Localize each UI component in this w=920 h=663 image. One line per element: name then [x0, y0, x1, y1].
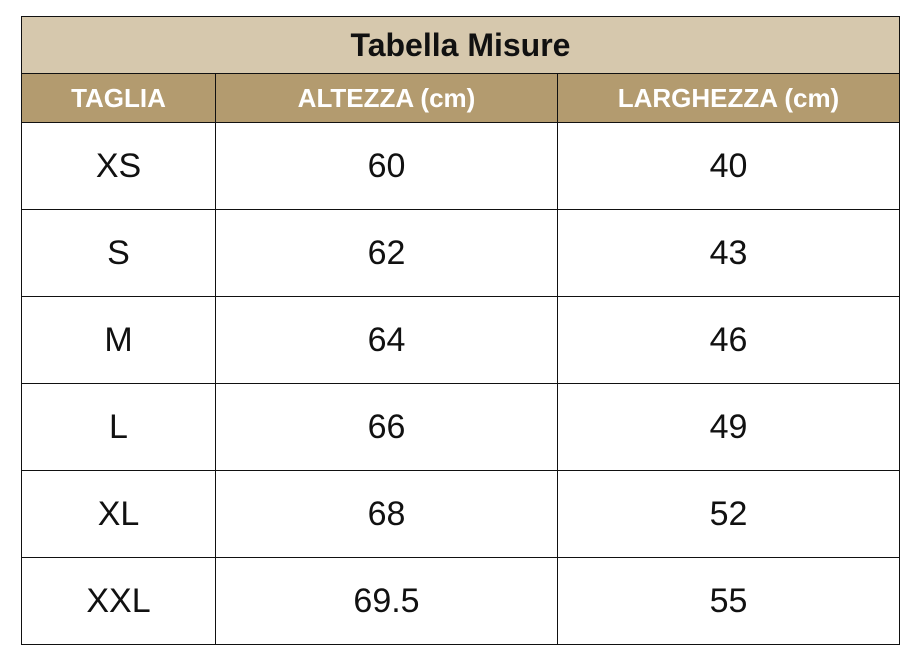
cell-height: 62	[215, 209, 558, 297]
cell-width: 52	[557, 470, 900, 558]
cell-size: XL	[21, 470, 216, 558]
header-height: ALTEZZA (cm)	[215, 73, 558, 123]
header-row: TAGLIA ALTEZZA (cm) LARGHEZZA (cm)	[21, 73, 900, 123]
table-row: XXL 69.5 55	[21, 557, 900, 645]
cell-width: 40	[557, 122, 900, 210]
cell-height: 66	[215, 383, 558, 471]
table-row: XS 60 40	[21, 122, 900, 210]
cell-width: 49	[557, 383, 900, 471]
cell-size: S	[21, 209, 216, 297]
cell-height: 60	[215, 122, 558, 210]
cell-width: 46	[557, 296, 900, 384]
cell-height: 64	[215, 296, 558, 384]
size-table: Tabella Misure TAGLIA ALTEZZA (cm) LARGH…	[21, 16, 900, 645]
header-size: TAGLIA	[21, 73, 216, 123]
table-row: XL 68 52	[21, 470, 900, 558]
cell-height: 69.5	[215, 557, 558, 645]
table-title: Tabella Misure	[21, 16, 900, 74]
cell-size: L	[21, 383, 216, 471]
cell-size: XXL	[21, 557, 216, 645]
header-width: LARGHEZZA (cm)	[557, 73, 900, 123]
table-row: M 64 46	[21, 296, 900, 384]
cell-width: 55	[557, 557, 900, 645]
table-row: L 66 49	[21, 383, 900, 471]
cell-size: M	[21, 296, 216, 384]
table-row: S 62 43	[21, 209, 900, 297]
cell-height: 68	[215, 470, 558, 558]
cell-width: 43	[557, 209, 900, 297]
cell-size: XS	[21, 122, 216, 210]
